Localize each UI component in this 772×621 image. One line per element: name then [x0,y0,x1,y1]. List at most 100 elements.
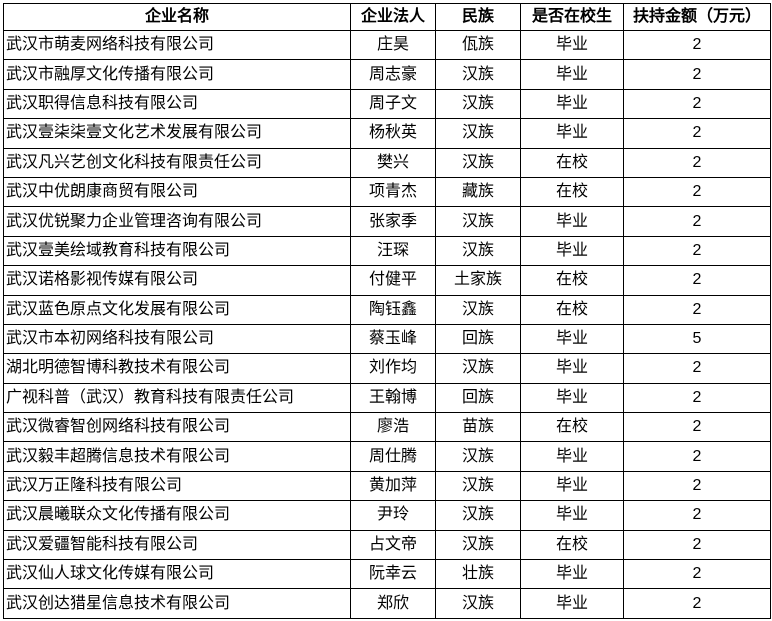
student-status-cell: 在校 [520,147,624,178]
table-row: 广视科普（武汉）教育科技有限责任公司 王翰博 回族 毕业 2 [3,382,771,414]
company-name-cell: 武汉蓝色原点文化发展有限公司 [3,294,351,325]
student-status-cell: 毕业 [520,470,624,502]
student-status-cell: 毕业 [520,29,624,61]
company-name-cell: 武汉职得信息科技有限公司 [3,88,351,120]
ethnicity-cell: 壮族 [435,559,521,590]
table-body: 武汉市萌麦网络科技有限公司 庄昊 佤族 毕业 2 武汉市融厚文化传播有限公司 周志豪 汉族 毕业… [3,29,771,619]
support-amount-cell: 2 [623,529,771,561]
ethnicity-cell: 汉族 [435,235,521,267]
header-legal-rep: 企业法人 [350,3,436,31]
company-name-cell: 武汉毅丰超腾信息技术有限公司 [3,441,351,472]
ethnicity-cell: 土家族 [435,265,521,296]
table-row: 武汉毅丰超腾信息技术有限公司 周仕腾 汉族 毕业 2 [3,441,771,472]
company-name-cell: 武汉凡兴艺创文化科技有限责任公司 [3,147,351,178]
table-row: 武汉诺格影视传媒有限公司 付健平 土家族 在校 2 [3,265,771,296]
legal-rep-cell: 汪琛 [350,235,436,267]
ethnicity-cell: 汉族 [435,294,521,325]
ethnicity-cell: 汉族 [435,588,521,619]
table-row: 武汉优锐聚力企业管理咨询有限公司 张家季 汉族 毕业 2 [3,206,771,237]
support-amount-cell: 2 [623,235,771,267]
student-status-cell: 毕业 [520,588,624,619]
ethnicity-cell: 苗族 [435,412,521,443]
header-student-status: 是否在校生 [520,3,624,31]
ethnicity-cell: 汉族 [435,59,521,90]
student-status-cell: 毕业 [520,206,624,237]
company-name-cell: 武汉市融厚文化传播有限公司 [3,59,351,90]
company-name-cell: 武汉万正隆科技有限公司 [3,470,351,502]
ethnicity-cell: 汉族 [435,353,521,384]
legal-rep-cell: 项青杰 [350,176,436,208]
table-row: 武汉仙人球文化传媒有限公司 阮幸云 壮族 毕业 2 [3,559,771,590]
company-name-cell: 武汉市萌麦网络科技有限公司 [3,29,351,61]
ethnicity-cell: 汉族 [435,529,521,561]
company-name-cell: 湖北明德智博科教技术有限公司 [3,353,351,384]
student-status-cell: 毕业 [520,441,624,472]
legal-rep-cell: 庄昊 [350,29,436,61]
legal-rep-cell: 阮幸云 [350,559,436,590]
student-status-cell: 在校 [520,176,624,208]
header-row: 企业名称 企业法人 民族 是否在校生 扶持金额（万元） [3,3,771,31]
student-status-cell: 毕业 [520,353,624,384]
student-status-cell: 在校 [520,529,624,561]
legal-rep-cell: 占文帝 [350,529,436,561]
table-row: 武汉中优朗康商贸有限公司 项青杰 藏族 在校 2 [3,176,771,208]
ethnicity-cell: 汉族 [435,441,521,472]
legal-rep-cell: 陶钰鑫 [350,294,436,325]
support-amount-cell: 2 [623,353,771,384]
student-status-cell: 毕业 [520,500,624,531]
legal-rep-cell: 尹玲 [350,500,436,531]
legal-rep-cell: 樊兴 [350,147,436,178]
table-row: 武汉万正隆科技有限公司 黄加萍 汉族 毕业 2 [3,470,771,502]
company-name-cell: 武汉诺格影视传媒有限公司 [3,265,351,296]
header-company-name: 企业名称 [3,3,351,31]
company-name-cell: 武汉爱疆智能科技有限公司 [3,529,351,561]
support-amount-cell: 2 [623,412,771,443]
company-name-cell: 武汉仙人球文化传媒有限公司 [3,559,351,590]
table-row: 武汉晨曦联众文化传播有限公司 尹玲 汉族 毕业 2 [3,500,771,531]
table-row: 武汉壹柒柒壹文化艺术发展有限公司 杨秋英 汉族 毕业 2 [3,118,771,149]
company-name-cell: 武汉晨曦联众文化传播有限公司 [3,500,351,531]
student-status-cell: 毕业 [520,559,624,590]
support-amount-cell: 2 [623,147,771,178]
student-status-cell: 毕业 [520,235,624,267]
enterprise-support-table: 企业名称 企业法人 民族 是否在校生 扶持金额（万元） 武汉市萌麦网络科技有限公司 庄昊佤… [3,3,771,619]
company-name-cell: 武汉优锐聚力企业管理咨询有限公司 [3,206,351,237]
company-name-cell: 武汉中优朗康商贸有限公司 [3,176,351,208]
table-row: 武汉市萌麦网络科技有限公司 庄昊 佤族 毕业 2 [3,29,771,61]
company-name-cell: 武汉壹柒柒壹文化艺术发展有限公司 [3,118,351,149]
support-amount-cell: 2 [623,176,771,208]
legal-rep-cell: 周子文 [350,88,436,120]
student-status-cell: 毕业 [520,323,624,355]
company-name-cell: 广视科普（武汉）教育科技有限责任公司 [3,382,351,414]
legal-rep-cell: 王翰博 [350,382,436,414]
header-ethnicity: 民族 [435,3,521,31]
table-row: 武汉市融厚文化传播有限公司 周志豪 汉族 毕业 2 [3,59,771,90]
support-amount-cell: 2 [623,559,771,590]
table-row: 武汉壹美绘域教育科技有限公司 汪琛 汉族 毕业 2 [3,235,771,267]
ethnicity-cell: 汉族 [435,500,521,531]
company-name-cell: 武汉壹美绘域教育科技有限公司 [3,235,351,267]
support-amount-cell: 2 [623,118,771,149]
support-amount-cell: 2 [623,59,771,90]
student-status-cell: 毕业 [520,59,624,90]
legal-rep-cell: 张家季 [350,206,436,237]
ethnicity-cell: 汉族 [435,147,521,178]
student-status-cell: 毕业 [520,88,624,120]
student-status-cell: 毕业 [520,118,624,149]
legal-rep-cell: 黄加萍 [350,470,436,502]
support-amount-cell: 2 [623,470,771,502]
company-name-cell: 武汉微睿智创网络科技有限公司 [3,412,351,443]
legal-rep-cell: 杨秋英 [350,118,436,149]
support-amount-cell: 2 [623,441,771,472]
student-status-cell: 在校 [520,265,624,296]
support-amount-cell: 2 [623,206,771,237]
student-status-cell: 毕业 [520,382,624,414]
student-status-cell: 在校 [520,412,624,443]
ethnicity-cell: 回族 [435,323,521,355]
support-amount-cell: 2 [623,294,771,325]
ethnicity-cell: 回族 [435,382,521,414]
ethnicity-cell: 汉族 [435,470,521,502]
ethnicity-cell: 藏族 [435,176,521,208]
legal-rep-cell: 廖浩 [350,412,436,443]
legal-rep-cell: 付健平 [350,265,436,296]
